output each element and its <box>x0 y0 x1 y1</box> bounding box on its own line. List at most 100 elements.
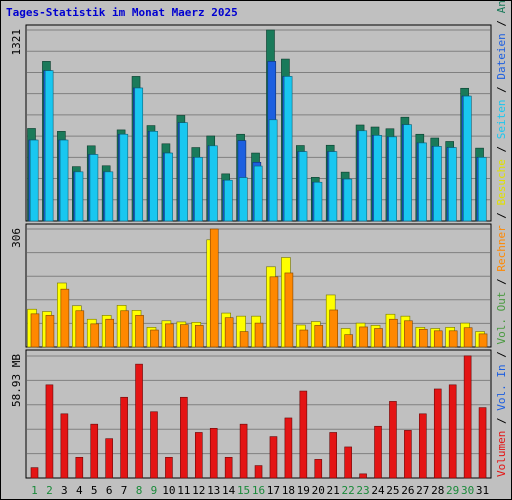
bar-rechner-4 <box>75 310 85 348</box>
bar-volumen-31 <box>478 407 487 479</box>
bar-rechner-29 <box>448 330 458 348</box>
right-legend: Volumen / Vol. In / Vol. Out / Rechner /… <box>495 0 508 477</box>
legend-separator: / <box>495 272 508 292</box>
panel-bottom: 58.93 MB <box>10 349 492 479</box>
x-tick-label-31: 31 <box>476 484 489 497</box>
legend-entry: Anfragen <box>495 0 508 13</box>
bar-volumen-10 <box>165 456 173 479</box>
x-tick-label-22: 22 <box>341 484 354 497</box>
x-tick-label-24: 24 <box>371 484 385 497</box>
x-tick-label-15: 15 <box>237 484 250 497</box>
legend-entry: Volumen <box>495 431 508 477</box>
x-tick-label-3: 3 <box>61 484 68 497</box>
legend-separator: / <box>495 345 508 365</box>
bar-rechner-19 <box>299 329 309 348</box>
bar-rechner-10 <box>165 323 174 348</box>
bar-rechner-17 <box>269 276 279 348</box>
legend-separator: / <box>495 80 508 100</box>
x-tick-label-7: 7 <box>121 484 128 497</box>
bar-volumen-22 <box>344 446 352 479</box>
bar-volumen-17 <box>269 436 278 479</box>
chart-title: Tages-Statistik im Monat Maerz 2025 <box>6 6 238 19</box>
bar-volumen-9 <box>150 411 158 479</box>
bar-seiten-15 <box>238 177 248 222</box>
bar-volumen-18 <box>284 417 293 479</box>
bar-rechner-3 <box>60 288 70 348</box>
bar-seiten-12 <box>194 157 203 222</box>
bar-rechner-31 <box>478 333 488 348</box>
bar-rechner-8 <box>135 315 144 348</box>
bar-rechner-7 <box>120 310 129 348</box>
legend-entry: Seiten <box>495 99 508 139</box>
bar-rechner-2 <box>45 315 55 348</box>
bar-volumen-16 <box>254 465 263 479</box>
bar-seiten-13 <box>209 145 218 222</box>
x-tick-label-26: 26 <box>401 484 414 497</box>
bar-rechner-30 <box>463 327 473 348</box>
x-tick-label-11: 11 <box>177 484 190 497</box>
bar-seiten-31 <box>477 157 487 222</box>
x-tick-label-30: 30 <box>461 484 474 497</box>
bar-seiten-16 <box>253 165 263 222</box>
bar-seiten-26 <box>403 124 412 222</box>
bar-seiten-20 <box>313 181 323 222</box>
bar-rechner-13 <box>209 228 219 348</box>
bar-seiten-3 <box>59 139 69 222</box>
x-tick-label-18: 18 <box>282 484 295 497</box>
bar-seiten-8 <box>134 87 144 222</box>
bar-seiten-1 <box>29 139 39 222</box>
x-tick-label-6: 6 <box>106 484 113 497</box>
x-tick-label-4: 4 <box>76 484 83 497</box>
bar-volumen-1 <box>30 467 39 479</box>
panel-frame <box>25 349 492 479</box>
legend-separator: / <box>495 411 508 431</box>
x-tick-label-8: 8 <box>136 484 143 497</box>
bar-volumen-4 <box>75 456 84 479</box>
bar-volumen-3 <box>60 413 69 479</box>
bar-volumen-27 <box>419 413 427 479</box>
legend-separator: / <box>495 139 508 159</box>
bar-volumen-2 <box>45 384 54 479</box>
bar-volumen-5 <box>90 423 99 479</box>
bar-seiten-5 <box>89 154 99 222</box>
bar-rechner-20 <box>314 325 324 348</box>
bar-rechner-26 <box>404 320 413 348</box>
bar-seiten-6 <box>104 171 114 222</box>
bar-rechner-28 <box>433 330 443 348</box>
bar-rechner-12 <box>194 325 204 348</box>
bar-rechner-27 <box>419 328 428 348</box>
x-tick-label-9: 9 <box>151 484 158 497</box>
bar-volumen-12 <box>194 432 203 479</box>
right-legend-text: Volumen / Vol. In / Vol. Out / Rechner /… <box>495 0 508 477</box>
bar-seiten-19 <box>298 151 308 222</box>
bar-volumen-11 <box>180 396 188 479</box>
bar-seiten-28 <box>433 146 442 222</box>
x-tick-label-19: 19 <box>297 484 310 497</box>
bar-rechner-1 <box>30 313 40 348</box>
bar-volumen-7 <box>120 396 128 479</box>
bar-volumen-21 <box>329 432 338 479</box>
bar-rechner-18 <box>284 272 294 348</box>
bar-seiten-30 <box>463 95 472 222</box>
x-axis-labels: 1 2 3 4 5 6 7 8 9 10 11 12 13 14 15 16 17 18 19 20 21 22 23 24 2… <box>31 484 489 497</box>
x-tick-label-16: 16 <box>252 484 265 497</box>
legend-separator: / <box>495 13 508 33</box>
bar-seiten-4 <box>74 171 84 222</box>
x-tick-label-28: 28 <box>431 484 444 497</box>
bar-seiten-29 <box>448 147 457 222</box>
legend-separator: / <box>495 205 508 225</box>
bar-volumen-19 <box>299 390 308 479</box>
ymax-label-bottom: 58.93 MB <box>10 354 23 407</box>
legend-entry: Rechner <box>495 225 508 272</box>
x-tick-label-14: 14 <box>222 484 236 497</box>
bar-rechner-11 <box>180 324 189 348</box>
bar-seiten-7 <box>119 133 129 222</box>
bar-rechner-6 <box>105 318 114 348</box>
bar-volumen-24 <box>374 425 382 479</box>
panel-top: 1321 <box>10 24 492 222</box>
x-tick-label-29: 29 <box>446 484 459 497</box>
panels: 1321 306 58.93 MB <box>10 24 492 479</box>
bar-volumen-23 <box>359 473 367 479</box>
x-tick-label-27: 27 <box>416 484 429 497</box>
bar-volumen-28 <box>433 388 442 479</box>
